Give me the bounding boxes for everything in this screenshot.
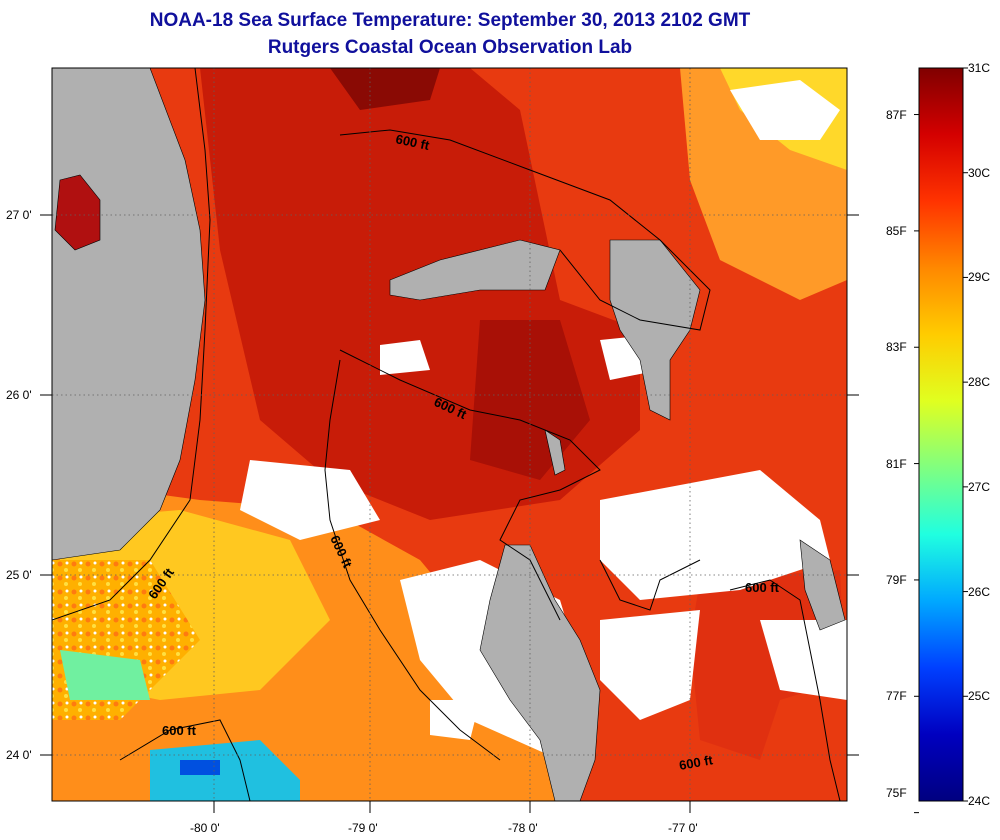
- cloud: [600, 470, 830, 600]
- lat-tick-label: 25 0': [6, 568, 32, 582]
- map-subtitle: Rutgers Coastal Ocean Observation Lab: [267, 37, 633, 58]
- colorbar-fahrenheit-label: 77F: [886, 689, 907, 704]
- cloud: [240, 460, 380, 540]
- contour-label: 600 ft: [162, 723, 197, 738]
- plot-area: 600 ft 600 ft 600 ft 600 ft 600 ft 600 f…: [52, 68, 847, 801]
- contour-line: [599, 559, 701, 611]
- colorbar-celsius-label: 25C: [968, 689, 991, 704]
- colorbar-celsius-label: 26C: [968, 584, 991, 599]
- colorbar-fahrenheit-label: 75F: [886, 786, 907, 800]
- colorbar-fahrenheit-label: 87F: [886, 107, 907, 122]
- colorbar-celsius-label: 30C: [968, 165, 991, 180]
- lat-tick-label: 26 0': [6, 388, 32, 402]
- land-masses: [52, 68, 846, 801]
- lat-tick-labels: 27 0' 26 0' 25 0' 24 0': [6, 208, 32, 762]
- cloud: [760, 620, 847, 700]
- graticule: [52, 68, 847, 801]
- colorbar-celsius-label: 29C: [968, 270, 991, 285]
- lon-tick-label: -79 0': [348, 821, 378, 835]
- cloud: [430, 700, 480, 740]
- contour-line: [729, 579, 841, 801]
- lat-tick-label: 27 0': [6, 208, 32, 222]
- contour-label: 600 ft: [745, 580, 780, 595]
- colorbar-celsius-label: 31C: [968, 61, 991, 75]
- colorbar-fahrenheit-label: 79F: [886, 572, 907, 587]
- se-red: [690, 570, 845, 760]
- lon-tick-label: -77 0': [668, 821, 698, 835]
- lon-tick-labels: -80 0' -79 0' -78 0' -77 0': [190, 821, 698, 835]
- colorbar-fahrenheit-label: 81F: [886, 456, 907, 471]
- contour-label: 600 ft: [678, 752, 715, 773]
- contour-line: [339, 129, 711, 331]
- grand-bahama-island: [389, 239, 561, 301]
- lat-tick-label: 24 0': [6, 748, 32, 762]
- hot-spot: [330, 68, 440, 110]
- colorbar-celsius-label: 24C: [968, 794, 991, 808]
- eleuthera: [799, 539, 846, 631]
- colorbar-celsius-label: 28C: [968, 375, 991, 390]
- cloud: [730, 80, 840, 140]
- map-title: NOAA-18 Sea Surface Temperature: Septemb…: [149, 10, 751, 31]
- colorbar-fahrenheit-label: 85F: [886, 223, 907, 238]
- lon-tick-label: -78 0': [508, 821, 538, 835]
- axis-ticks: [40, 214, 859, 813]
- colorbar-celsius-label: 27C: [968, 479, 991, 494]
- lon-tick-label: -80 0': [190, 821, 220, 835]
- great-abaco-island: [609, 239, 701, 421]
- plot-frame: [51, 67, 848, 802]
- contour-line: [52, 68, 211, 621]
- colorbar: [918, 67, 964, 802]
- south-blue-core: [180, 760, 220, 775]
- bimini: [544, 429, 566, 476]
- contour-label: 600 ft: [394, 131, 431, 153]
- contour-line: [324, 359, 501, 761]
- colorbar-fahrenheit-label: 83F: [886, 340, 907, 355]
- contour-line: [119, 719, 251, 801]
- colorbar-ticks: [914, 67, 968, 814]
- lake-okeechobee: [54, 174, 101, 251]
- bathymetry-contours: [52, 68, 841, 801]
- andros-island: [479, 544, 601, 801]
- contour-line: [339, 349, 601, 621]
- cloud: [600, 610, 700, 720]
- south-cyan: [60, 650, 150, 700]
- cloud: [380, 340, 430, 375]
